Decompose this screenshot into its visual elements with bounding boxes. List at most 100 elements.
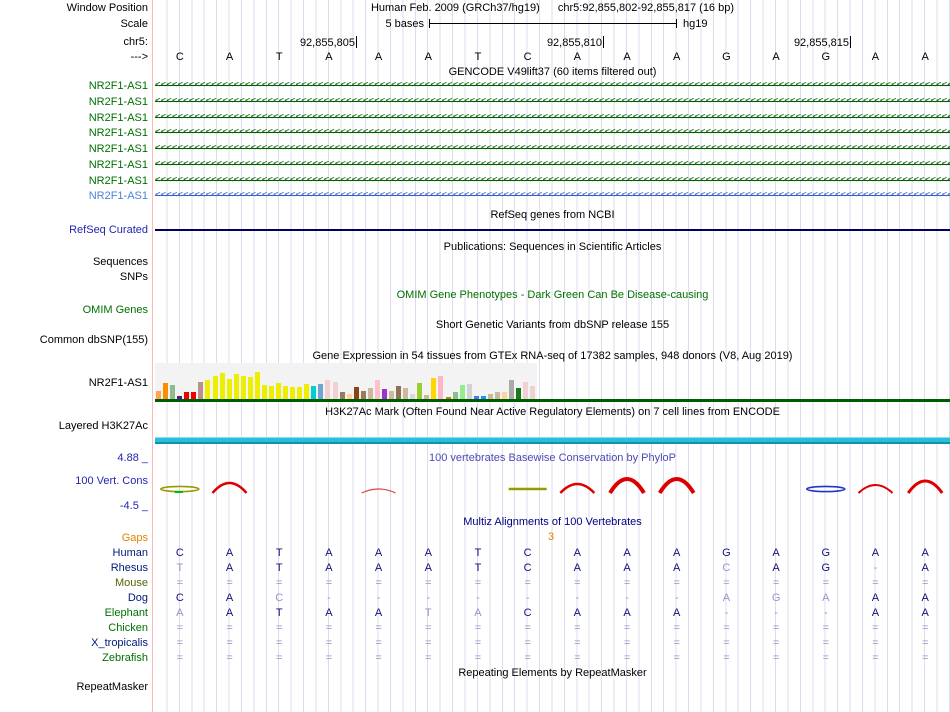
gtex-tissue-bar[interactable]	[424, 395, 430, 400]
gtex-tissue-bar[interactable]	[283, 386, 289, 400]
gtex-tissue-bar[interactable]	[304, 384, 310, 400]
publications-snps-label[interactable]: SNPs	[119, 271, 148, 283]
gtex-tissue-bar[interactable]	[396, 386, 401, 400]
repeatmasker-label[interactable]: RepeatMasker	[76, 681, 148, 693]
omim-track-title[interactable]: OMIM Gene Phenotypes - Dark Green Can Be…	[396, 289, 709, 301]
refseq-curated-label[interactable]: RefSeq Curated	[69, 224, 148, 236]
refseq-track-title[interactable]: RefSeq genes from NCBI	[490, 209, 615, 221]
gtex-tissue-bar[interactable]	[170, 385, 176, 400]
gtex-tissue-bar[interactable]	[205, 380, 211, 400]
multiz-species-label[interactable]: Zebrafish	[102, 652, 148, 664]
gtex-tissue-bar[interactable]	[501, 392, 507, 400]
gtex-tissue-bar[interactable]	[445, 397, 451, 400]
gtex-tissue-bar[interactable]	[226, 379, 232, 400]
gencode-gene-item[interactable]: <<<<<<<<<<<<<<<<<<<<<<<<<<<<<<<<<<<<<<<<…	[155, 80, 950, 92]
multiz-species-label[interactable]: Rhesus	[110, 562, 148, 574]
dbsnp-common-label[interactable]: Common dbSNP(155)	[39, 334, 148, 346]
gtex-tissue-bar[interactable]	[381, 389, 387, 400]
gtex-tissue-bar[interactable]	[290, 387, 296, 400]
gtex-tissue-bar[interactable]	[431, 378, 437, 400]
gtex-tissue-bar[interactable]	[212, 376, 218, 400]
multiz-species-label[interactable]: Elephant	[104, 607, 148, 619]
conservation-label[interactable]: 100 Vert. Cons	[75, 475, 148, 487]
gtex-tissue-bar[interactable]	[247, 377, 253, 400]
gtex-tissue-bar[interactable]	[459, 385, 465, 400]
gtex-tissue-bar[interactable]	[403, 388, 409, 400]
repeatmasker-track-title[interactable]: Repeating Elements by RepeatMasker	[458, 667, 647, 679]
multiz-species-label[interactable]: X_tropicalis	[91, 637, 148, 649]
gtex-tissue-bar[interactable]	[191, 392, 197, 400]
gencode-gene-label[interactable]: NR2F1-AS1	[88, 112, 148, 124]
publications-track-title[interactable]: Publications: Sequences in Scientific Ar…	[443, 241, 662, 253]
gtex-tissue-bar[interactable]	[240, 376, 246, 400]
gtex-tissue-bar[interactable]	[219, 373, 225, 400]
gtex-tissue-bar[interactable]	[184, 392, 190, 400]
gtex-tissue-bar[interactable]	[438, 376, 444, 400]
gencode-gene-label[interactable]: NR2F1-AS1	[88, 80, 148, 92]
gtex-gene-label[interactable]: NR2F1-AS1	[88, 377, 148, 389]
gtex-tissue-bar[interactable]	[480, 396, 486, 400]
h3k27ac-label[interactable]: Layered H3K27Ac	[58, 420, 148, 432]
gtex-expression-bars[interactable]	[155, 362, 537, 400]
conservation-track-title[interactable]: 100 vertebrates Basewise Conservation by…	[428, 452, 677, 464]
gencode-gene-item[interactable]: <<<<<<<<<<<<<<<<<<<<<<<<<<<<<<<<<<<<<<<<…	[155, 190, 950, 202]
gtex-tissue-bar[interactable]	[325, 380, 331, 400]
gencode-gene-item[interactable]: <<<<<<<<<<<<<<<<<<<<<<<<<<<<<<<<<<<<<<<<…	[155, 175, 950, 187]
gtex-tissue-bar[interactable]	[353, 387, 359, 400]
gencode-gene-item[interactable]: <<<<<<<<<<<<<<<<<<<<<<<<<<<<<<<<<<<<<<<<…	[155, 143, 950, 155]
gtex-tissue-bar[interactable]	[156, 391, 161, 400]
gtex-tissue-bar[interactable]	[276, 383, 281, 400]
gtex-tissue-bar[interactable]	[360, 391, 366, 400]
gtex-tissue-bar[interactable]	[332, 382, 338, 400]
gencode-gene-item[interactable]: <<<<<<<<<<<<<<<<<<<<<<<<<<<<<<<<<<<<<<<<…	[155, 96, 950, 108]
gtex-tissue-bar[interactable]	[254, 372, 260, 400]
gtex-tissue-bar[interactable]	[297, 387, 303, 400]
gencode-gene-item[interactable]: <<<<<<<<<<<<<<<<<<<<<<<<<<<<<<<<<<<<<<<<…	[155, 159, 950, 171]
gtex-tissue-bar[interactable]	[269, 386, 274, 400]
gtex-tissue-bar[interactable]	[530, 386, 536, 400]
publications-sequences-label[interactable]: Sequences	[92, 256, 148, 268]
gencode-gene-label[interactable]: NR2F1-AS1	[88, 127, 148, 139]
gtex-tissue-bar[interactable]	[473, 396, 479, 400]
gencode-gene-label[interactable]: NR2F1-AS1	[88, 96, 148, 108]
gtex-tissue-bar[interactable]	[177, 396, 183, 400]
gtex-tissue-bar[interactable]	[487, 394, 493, 400]
gtex-tissue-bar[interactable]	[509, 380, 514, 400]
gencode-gene-item[interactable]: <<<<<<<<<<<<<<<<<<<<<<<<<<<<<<<<<<<<<<<<…	[155, 127, 950, 139]
multiz-species-label[interactable]: Human	[112, 547, 148, 559]
gtex-tissue-bar[interactable]	[516, 388, 522, 400]
multiz-species-label[interactable]: Chicken	[108, 622, 148, 634]
gtex-tissue-bar[interactable]	[163, 383, 169, 400]
gtex-tissue-bar[interactable]	[417, 383, 423, 400]
multiz-gaps-label[interactable]: Gaps	[121, 532, 148, 544]
gtex-tissue-bar[interactable]	[410, 394, 416, 400]
gencode-gene-label[interactable]: NR2F1-AS1	[88, 159, 148, 171]
gtex-tissue-bar[interactable]	[346, 394, 352, 400]
multiz-species-label[interactable]: Mouse	[114, 577, 148, 589]
gtex-track-title[interactable]: Gene Expression in 54 tissues from GTEx …	[312, 350, 793, 362]
gtex-tissue-bar[interactable]	[494, 392, 500, 400]
gtex-tissue-bar[interactable]	[367, 388, 373, 400]
multiz-species-label[interactable]: Dog	[127, 592, 148, 604]
gtex-tissue-bar[interactable]	[523, 382, 529, 400]
dbsnp-track-title[interactable]: Short Genetic Variants from dbSNP releas…	[435, 319, 670, 331]
refseq-curated-item[interactable]	[155, 229, 950, 231]
gencode-gene-item[interactable]: <<<<<<<<<<<<<<<<<<<<<<<<<<<<<<<<<<<<<<<<…	[155, 112, 950, 124]
gencode-gene-label[interactable]: NR2F1-AS1	[88, 175, 148, 187]
gtex-tissue-bar[interactable]	[374, 380, 380, 400]
multiz-track-title[interactable]: Multiz Alignments of 100 Vertebrates	[463, 516, 642, 528]
h3k27ac-track-title[interactable]: H3K27Ac Mark (Often Found Near Active Re…	[325, 406, 780, 418]
gtex-tissue-bar[interactable]	[311, 386, 317, 400]
gtex-tissue-bar[interactable]	[452, 392, 458, 400]
gencode-gene-label[interactable]: NR2F1-AS1	[88, 143, 148, 155]
h3k27ac-signal-band[interactable]	[155, 437, 950, 444]
gtex-tissue-bar[interactable]	[198, 382, 204, 400]
gencode-track-title[interactable]: GENCODE V49lift37 (60 items filtered out…	[448, 66, 657, 78]
gtex-tissue-bar[interactable]	[389, 391, 394, 400]
gencode-gene-label[interactable]: NR2F1-AS1	[88, 190, 148, 202]
gtex-tissue-bar[interactable]	[318, 384, 324, 400]
gtex-tissue-bar[interactable]	[261, 385, 267, 400]
gtex-tissue-bar[interactable]	[233, 374, 239, 400]
gtex-tissue-bar[interactable]	[466, 384, 472, 400]
omim-genes-label[interactable]: OMIM Genes	[82, 304, 148, 316]
